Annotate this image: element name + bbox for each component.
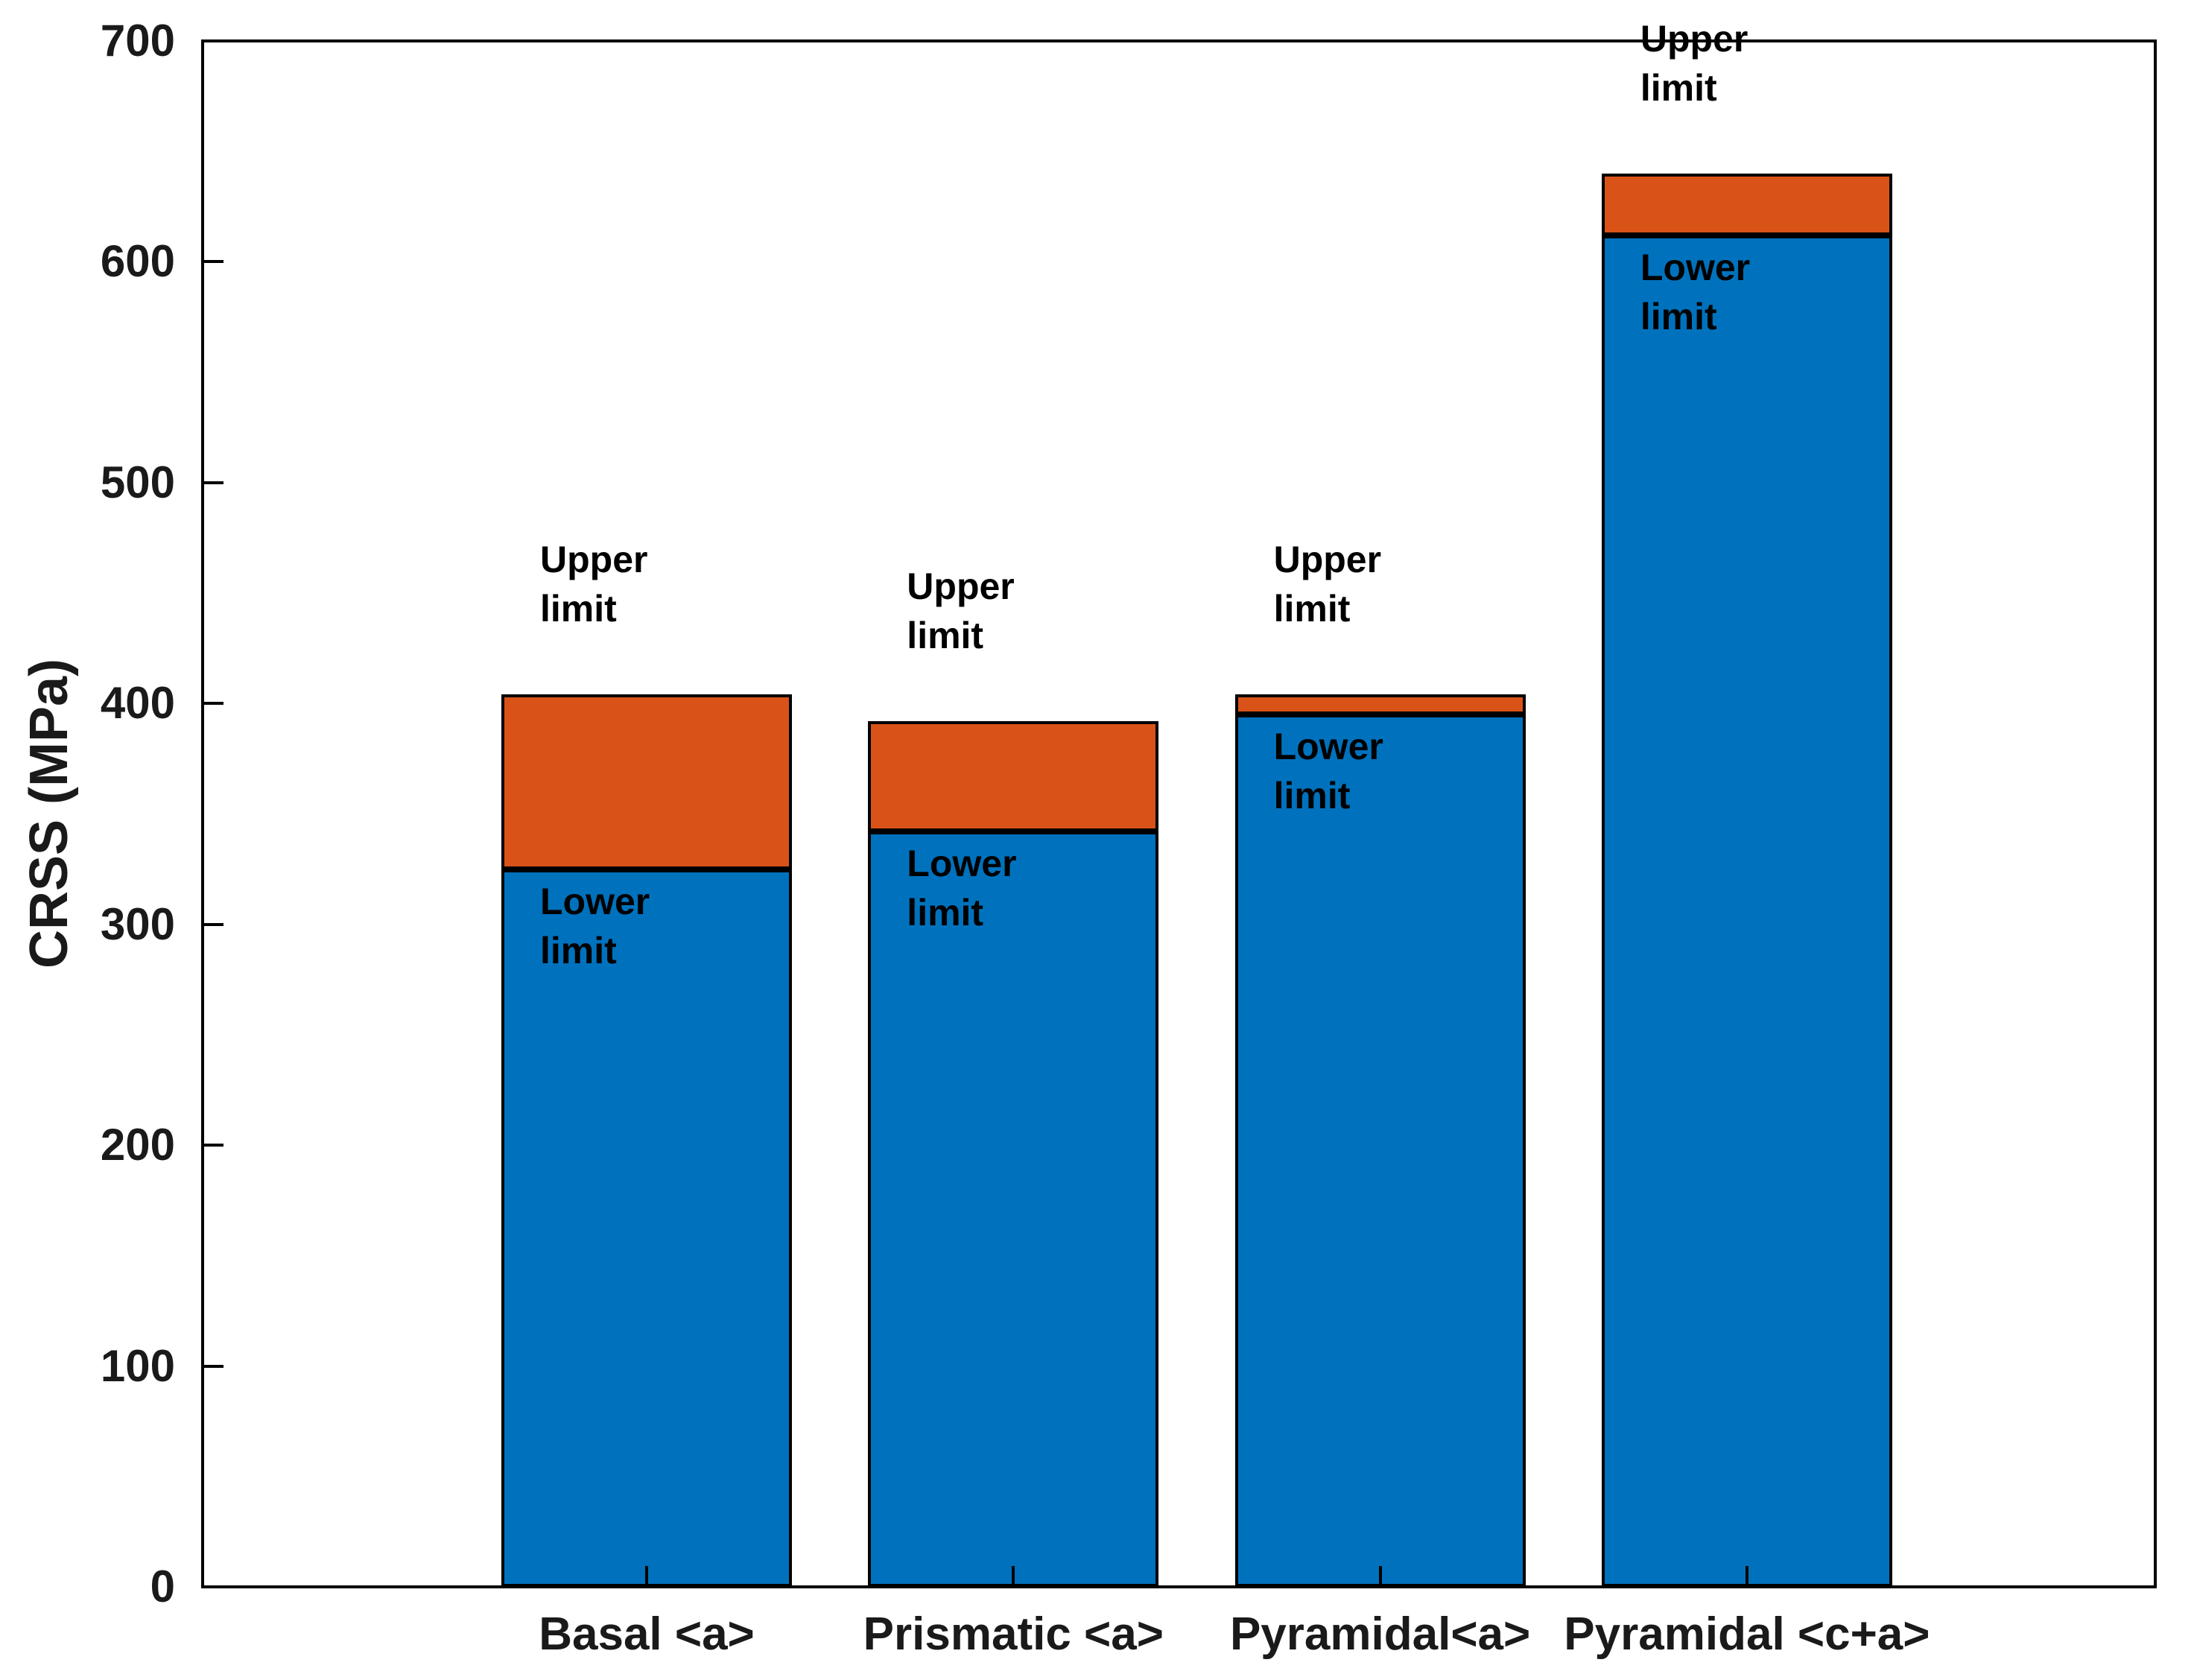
x-category-label: Pyramidal<a> <box>1229 1608 1531 1660</box>
y-tick-mark <box>203 481 223 484</box>
x-category-label: Basal <a> <box>539 1608 755 1660</box>
y-tick-mark <box>203 1144 223 1147</box>
bar-segment-upper-limit <box>1601 173 1892 235</box>
upper-limit-annotation: Upper limit <box>1640 17 1748 109</box>
bar-segment-lower-limit <box>1234 714 1526 1587</box>
x-category-label: Prismatic <a> <box>863 1608 1164 1660</box>
y-tick-label: 300 <box>100 898 175 949</box>
bar-segment-upper-limit <box>868 721 1159 832</box>
upper-limit-annotation: Upper limit <box>540 539 648 630</box>
x-category-label: Pyramidal <c+a> <box>1564 1608 1930 1660</box>
x-tick-mark <box>645 1566 648 1587</box>
y-tick-label: 100 <box>100 1340 175 1391</box>
y-tick-label: 0 <box>150 1562 175 1611</box>
bar-segment-lower-limit <box>1601 235 1892 1587</box>
bar-segment-upper-limit <box>1234 694 1526 715</box>
y-tick-mark <box>203 1364 223 1368</box>
lower-limit-annotation: Lower limit <box>1273 726 1383 817</box>
y-tick-label: 500 <box>100 457 175 507</box>
y-tick-mark <box>203 922 223 926</box>
upper-limit-annotation: Upper limit <box>907 565 1015 656</box>
y-axis-title: CRSS (MPa) <box>19 658 79 969</box>
y-tick-mark <box>203 702 223 706</box>
bar-segment-upper-limit <box>501 694 792 869</box>
bar-segment-lower-limit <box>501 869 792 1587</box>
y-tick-mark <box>203 260 223 264</box>
y-tick-label: 200 <box>100 1120 175 1170</box>
lower-limit-annotation: Lower limit <box>1640 246 1751 337</box>
y-tick-label: 400 <box>100 678 175 729</box>
x-tick-mark <box>1012 1566 1015 1587</box>
upper-limit-annotation: Upper limit <box>1273 539 1382 630</box>
x-tick-mark <box>1745 1566 1748 1587</box>
x-tick-mark <box>1378 1566 1382 1587</box>
lower-limit-annotation: Lower limit <box>540 880 650 971</box>
y-tick-label: 600 <box>100 236 175 287</box>
lower-limit-annotation: Lower limit <box>907 843 1017 934</box>
bar-segment-lower-limit <box>868 831 1159 1587</box>
y-tick-label: 700 <box>100 16 175 66</box>
